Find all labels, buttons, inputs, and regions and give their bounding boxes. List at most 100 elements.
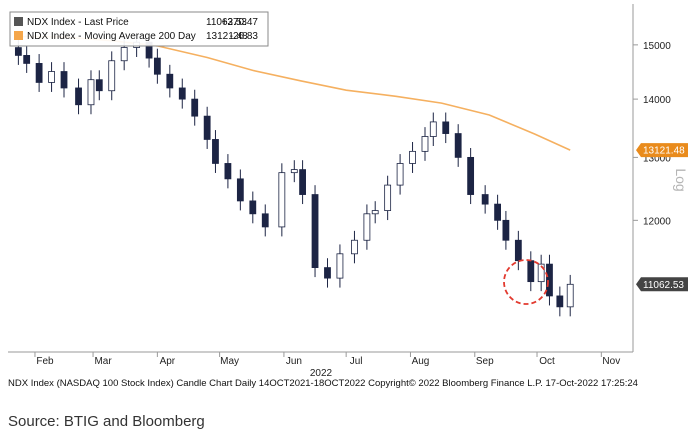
candle-body — [166, 73, 174, 89]
y-axis-label: Log — [673, 168, 689, 191]
candle-body — [95, 79, 103, 92]
candle — [153, 48, 161, 84]
candle-body — [178, 87, 186, 100]
x-tick-label: Jul — [350, 356, 363, 367]
legend: NDX Index - Last Price 11062.53 +370.47 … — [9, 11, 269, 47]
candle — [421, 127, 429, 161]
candle — [442, 112, 450, 144]
legend-background — [9, 11, 269, 47]
candle — [409, 141, 416, 173]
chart-footer: NDX Index (NASDAQ 100 Stock Index) Candl… — [8, 378, 638, 389]
x-tick-label: Nov — [602, 356, 620, 367]
candle-body — [120, 47, 128, 62]
candle-body — [421, 136, 429, 152]
x-tick-label: Feb — [36, 356, 54, 367]
candle — [299, 160, 306, 205]
candle — [363, 204, 371, 250]
candle — [324, 258, 331, 288]
candle-body — [363, 213, 371, 241]
y-tick-label: 15000 — [643, 41, 671, 52]
candle-body — [203, 115, 211, 140]
candle — [278, 163, 286, 237]
candle — [35, 54, 43, 92]
candle — [384, 175, 392, 221]
ma-value-tag: 13121.48 — [636, 143, 688, 158]
candle-body — [371, 210, 379, 215]
candle-body — [442, 121, 450, 134]
candle-body — [153, 57, 161, 75]
candle-body — [236, 178, 244, 202]
candle-body — [546, 263, 553, 297]
candle-body — [351, 239, 358, 255]
source-caption: Source: BTIG and Bloomberg — [8, 413, 205, 430]
candle-body — [35, 63, 43, 83]
candle — [336, 244, 344, 288]
x-tick-label: Mar — [94, 356, 112, 367]
candle-body — [249, 200, 257, 215]
candle — [371, 201, 379, 224]
x-tick-label: Apr — [160, 356, 176, 367]
candle-body — [336, 253, 344, 279]
candle — [396, 154, 404, 195]
candle — [249, 191, 257, 224]
candle — [546, 254, 553, 306]
candle — [454, 124, 462, 167]
candle — [556, 286, 564, 317]
candle-body — [87, 79, 95, 106]
ma-value-tag-text: 13121.48 — [643, 146, 685, 157]
candle — [178, 78, 186, 109]
candle — [566, 274, 574, 317]
candle-body — [278, 172, 286, 228]
candle — [527, 251, 535, 292]
candle — [95, 70, 103, 101]
candle-body — [514, 239, 522, 262]
candle — [537, 254, 545, 292]
legend-value-last-price: 11062.53 — [206, 17, 247, 28]
x-tick-label: Aug — [412, 356, 430, 367]
candle-body — [311, 194, 319, 268]
x-tick-label: Oct — [539, 356, 555, 367]
candle-body — [454, 133, 462, 158]
candle-body — [467, 156, 475, 195]
candle-body — [48, 71, 55, 83]
candle-body — [324, 267, 331, 279]
candle — [108, 51, 116, 101]
candle — [467, 148, 475, 205]
legend-swatch-last-price — [14, 17, 23, 26]
candle-body — [191, 98, 199, 117]
candle-body — [224, 163, 232, 180]
candle — [60, 62, 68, 98]
highlight-circle — [503, 259, 549, 305]
candle-body — [384, 184, 392, 211]
candle-body — [409, 150, 416, 164]
candle — [514, 230, 522, 271]
candle-body — [396, 163, 404, 186]
candle-body — [527, 260, 535, 283]
candle-body — [261, 213, 269, 228]
legend-label-last-price: NDX Index - Last Price — [27, 17, 129, 28]
candle — [48, 62, 55, 92]
candle-body — [108, 60, 116, 92]
x-tick-label: May — [220, 356, 239, 367]
candle-body — [481, 194, 489, 205]
candle-body — [290, 169, 298, 174]
candle — [224, 154, 232, 189]
candle — [481, 185, 489, 214]
candle — [502, 210, 510, 250]
candle — [166, 64, 174, 98]
candle-body — [212, 139, 219, 164]
candle-body — [75, 87, 82, 106]
candle — [203, 106, 211, 149]
candle-body — [494, 203, 502, 221]
candle — [351, 230, 358, 264]
y-tick-label: 12000 — [643, 216, 671, 227]
candle-body — [566, 283, 574, 308]
x-tick-label: Sep — [476, 356, 494, 367]
candle — [75, 78, 82, 115]
legend-label-moving-average: NDX Index - Moving Average 200 Day — [27, 31, 196, 42]
candle-body — [537, 263, 545, 283]
candle — [191, 89, 199, 126]
candle-body — [14, 47, 22, 56]
last-price-tag-text: 11062.53 — [643, 280, 684, 291]
